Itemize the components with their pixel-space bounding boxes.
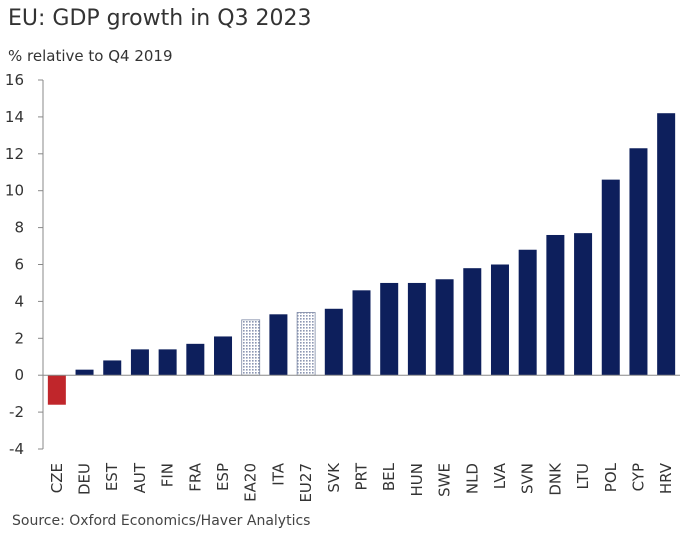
- x-tick-label: SVK: [325, 462, 343, 493]
- bar-bel: [380, 282, 399, 376]
- x-tick-label: HRV: [657, 462, 675, 494]
- x-tick-label: HUN: [408, 463, 426, 496]
- bar-cze: [47, 375, 66, 405]
- bar-pol: [601, 179, 620, 376]
- source-note: Source: Oxford Economics/Haver Analytics: [12, 513, 311, 529]
- x-tick-label: EU27: [297, 463, 315, 503]
- x-tick-label: POL: [602, 462, 620, 492]
- bar-fin: [158, 349, 177, 376]
- bar-prt: [352, 290, 371, 376]
- x-tick-label: SWE: [436, 463, 454, 497]
- bar-ltu: [574, 233, 593, 376]
- bar-deu: [75, 369, 94, 376]
- bar-swe: [435, 279, 454, 376]
- y-tick-label: 14: [5, 108, 24, 126]
- x-tick-label: DEU: [76, 463, 94, 495]
- x-tick-label: NLD: [463, 463, 481, 494]
- x-tick-label: BEL: [380, 462, 398, 491]
- bar-lva: [490, 264, 509, 376]
- bar-chart: -4 -2 0 2 4 6 8 10 12 14 16 CZE DEU EST AUT FIN FRA ESP E…: [5, 71, 680, 503]
- y-tick-label: -2: [9, 403, 24, 421]
- x-tick-label: AUT: [131, 462, 149, 493]
- x-tick-label: ITA: [269, 462, 287, 485]
- x-tick-label: ESP: [214, 463, 232, 491]
- x-tick-label: EST: [103, 462, 121, 491]
- x-tick-label: DNK: [546, 462, 564, 496]
- bar-ita: [269, 314, 288, 376]
- y-tick-label: 6: [14, 256, 24, 274]
- bar-svn: [518, 249, 537, 376]
- y-tick-label: 8: [14, 219, 24, 237]
- y-tick-label: 10: [5, 182, 24, 200]
- y-tick-label: 4: [14, 292, 24, 310]
- bar-fra: [186, 343, 205, 376]
- bar-hun: [407, 282, 426, 376]
- x-tick-label: SVN: [519, 463, 537, 494]
- bar-hrv: [657, 113, 676, 376]
- bar-eu27: [296, 312, 316, 376]
- y-tick-label: 0: [14, 366, 24, 384]
- bar-aut: [130, 349, 149, 376]
- x-tick-label: EA20: [242, 463, 260, 502]
- y-tick-label: 12: [5, 145, 24, 163]
- x-tick-label: LTU: [574, 463, 592, 489]
- bar-cyp: [629, 148, 648, 376]
- bar-esp: [214, 336, 233, 376]
- bar-svk: [324, 308, 343, 376]
- y-tick-label: 16: [5, 71, 24, 89]
- x-tick-label: PRT: [353, 462, 371, 490]
- bar-nld: [463, 268, 482, 376]
- bar-est: [103, 360, 122, 376]
- x-tick-label: FIN: [159, 463, 177, 487]
- bar-dnk: [546, 234, 565, 376]
- x-tick-label: CYP: [629, 463, 647, 491]
- bar-ea20: [241, 319, 261, 376]
- y-tick-label: 2: [14, 329, 24, 347]
- x-tick-label: LVA: [491, 462, 509, 489]
- y-tick-label: -4: [9, 440, 24, 458]
- chart-title: EU: GDP growth in Q3 2023: [8, 6, 312, 31]
- x-tick-label: CZE: [48, 463, 66, 493]
- chart-subtitle: % relative to Q4 2019: [8, 47, 173, 65]
- x-tick-label: FRA: [186, 462, 204, 491]
